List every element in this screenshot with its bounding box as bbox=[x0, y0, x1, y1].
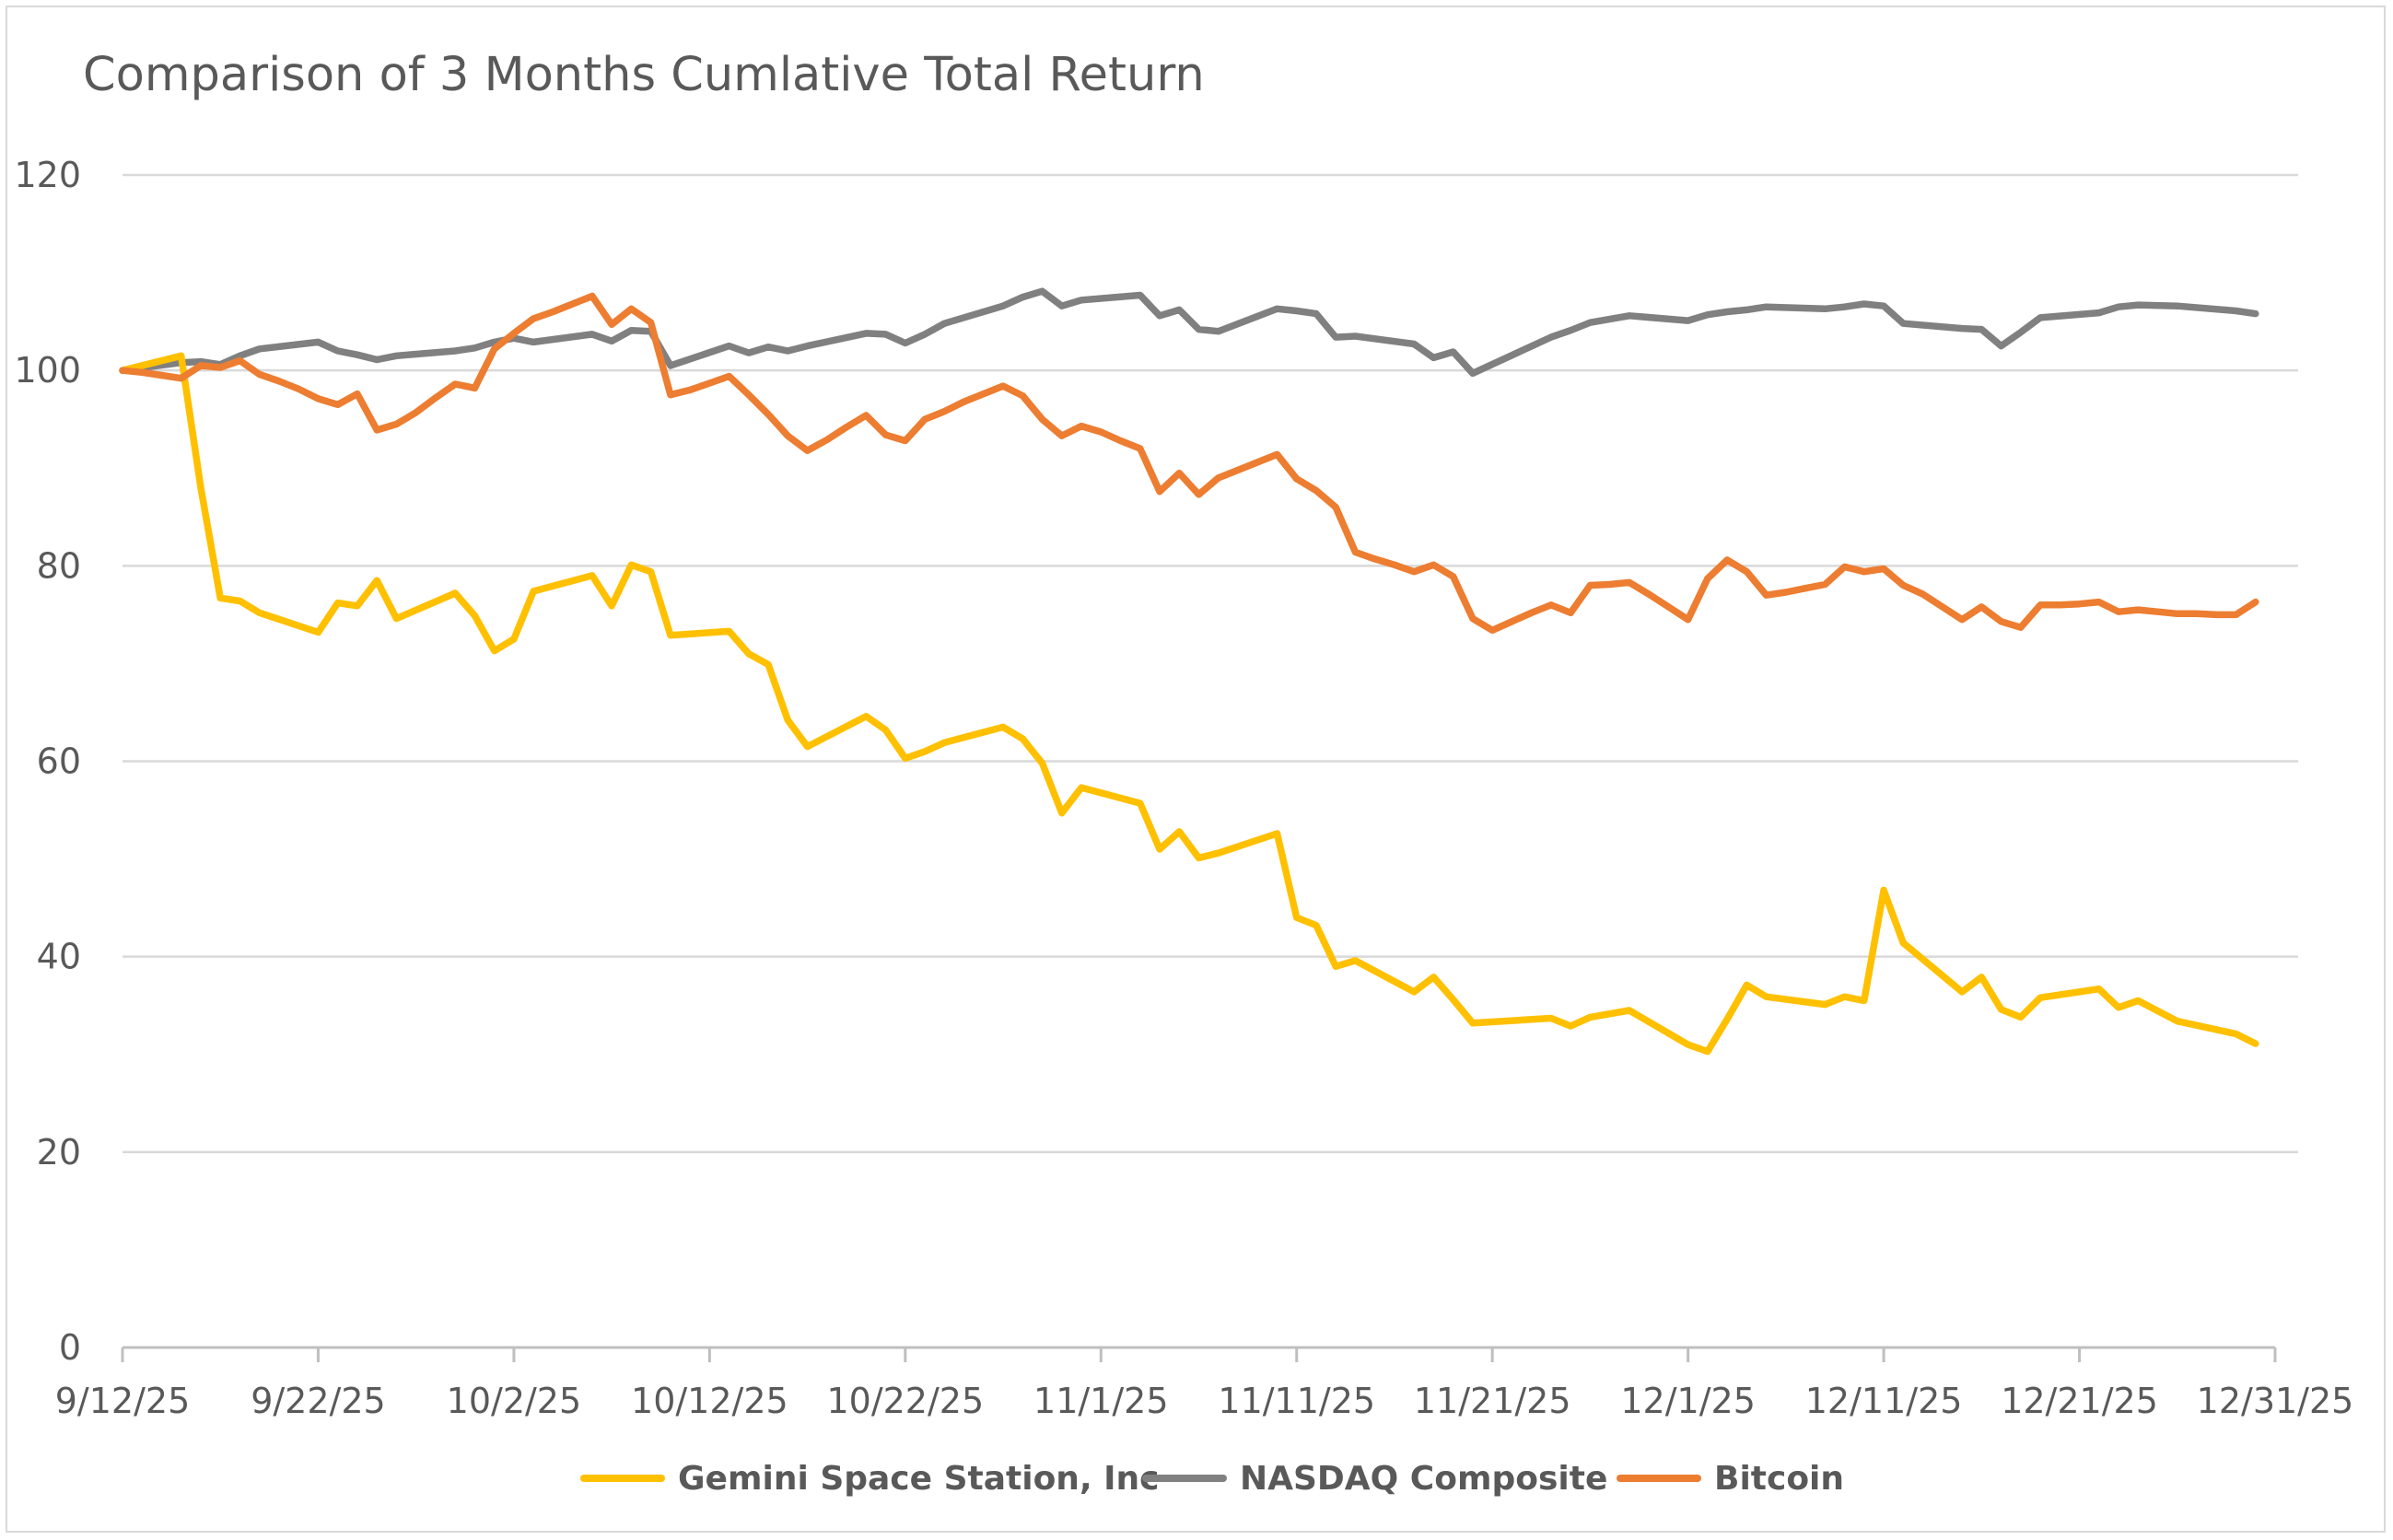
x-tick-label-11: 12/31/25 bbox=[2197, 1381, 2354, 1421]
x-tick-label-10: 12/21/25 bbox=[2001, 1381, 2158, 1421]
y-tick-label-100: 100 bbox=[14, 350, 81, 391]
series-lines bbox=[119, 287, 2259, 1056]
chart-title: Comparison of 3 Months Cumlative Total R… bbox=[83, 48, 1205, 102]
legend: Gemini Space Station, Inc NASDAQ Composi… bbox=[0, 1451, 2393, 1506]
y-tick-label-60: 60 bbox=[37, 741, 81, 782]
legend-label-bitcoin: Bitcoin bbox=[1714, 1459, 1845, 1498]
x-axis-tick-labels: 9/12/25 9/22/25 10/2/25 10/12/25 10/22/25 11/… bbox=[55, 1381, 2354, 1421]
y-tick-label-120: 120 bbox=[14, 155, 81, 195]
x-tick-label-2: 10/2/25 bbox=[447, 1381, 582, 1421]
series-line-1 bbox=[119, 287, 2259, 378]
x-tick-label-7: 11/21/25 bbox=[1414, 1381, 1571, 1421]
chart-frame bbox=[6, 6, 2386, 1533]
x-tick-label-8: 12/1/25 bbox=[1620, 1381, 1756, 1421]
y-tick-label-80: 80 bbox=[37, 545, 81, 586]
x-axis bbox=[121, 1346, 2277, 1362]
x-tick-label-4: 10/22/25 bbox=[826, 1381, 984, 1421]
legend-item-gemini[interactable]: Gemini Space Station, Inc bbox=[580, 1451, 1160, 1506]
y-tick-label-20: 20 bbox=[37, 1132, 81, 1172]
legend-swatch-bitcoin bbox=[1617, 1475, 1701, 1482]
legend-item-bitcoin[interactable]: Bitcoin bbox=[1617, 1451, 1844, 1506]
y-tick-label-0: 0 bbox=[59, 1327, 81, 1368]
legend-label-nasdaq: NASDAQ Composite bbox=[1240, 1459, 1608, 1498]
x-tick-label-1: 9/22/25 bbox=[251, 1381, 386, 1421]
x-tick-label-6: 11/11/25 bbox=[1218, 1381, 1375, 1421]
x-tick-label-3: 10/12/25 bbox=[631, 1381, 788, 1421]
gridlines bbox=[123, 173, 2298, 1154]
y-tick-label-40: 40 bbox=[37, 937, 81, 977]
legend-swatch-nasdaq bbox=[1142, 1475, 1227, 1482]
series-line-0 bbox=[119, 352, 2259, 1056]
y-axis-tick-labels: 0 20 40 60 80 100 120 bbox=[14, 155, 81, 1368]
legend-swatch-gemini bbox=[580, 1475, 665, 1482]
legend-label-gemini: Gemini Space Station, Inc bbox=[678, 1459, 1160, 1498]
x-tick-label-5: 11/1/25 bbox=[1033, 1381, 1169, 1421]
series-line-2 bbox=[119, 292, 2259, 635]
x-tick-label-9: 12/11/25 bbox=[1805, 1381, 1963, 1421]
x-tick-label-0: 9/12/25 bbox=[55, 1381, 191, 1421]
legend-item-nasdaq[interactable]: NASDAQ Composite bbox=[1142, 1451, 1607, 1506]
